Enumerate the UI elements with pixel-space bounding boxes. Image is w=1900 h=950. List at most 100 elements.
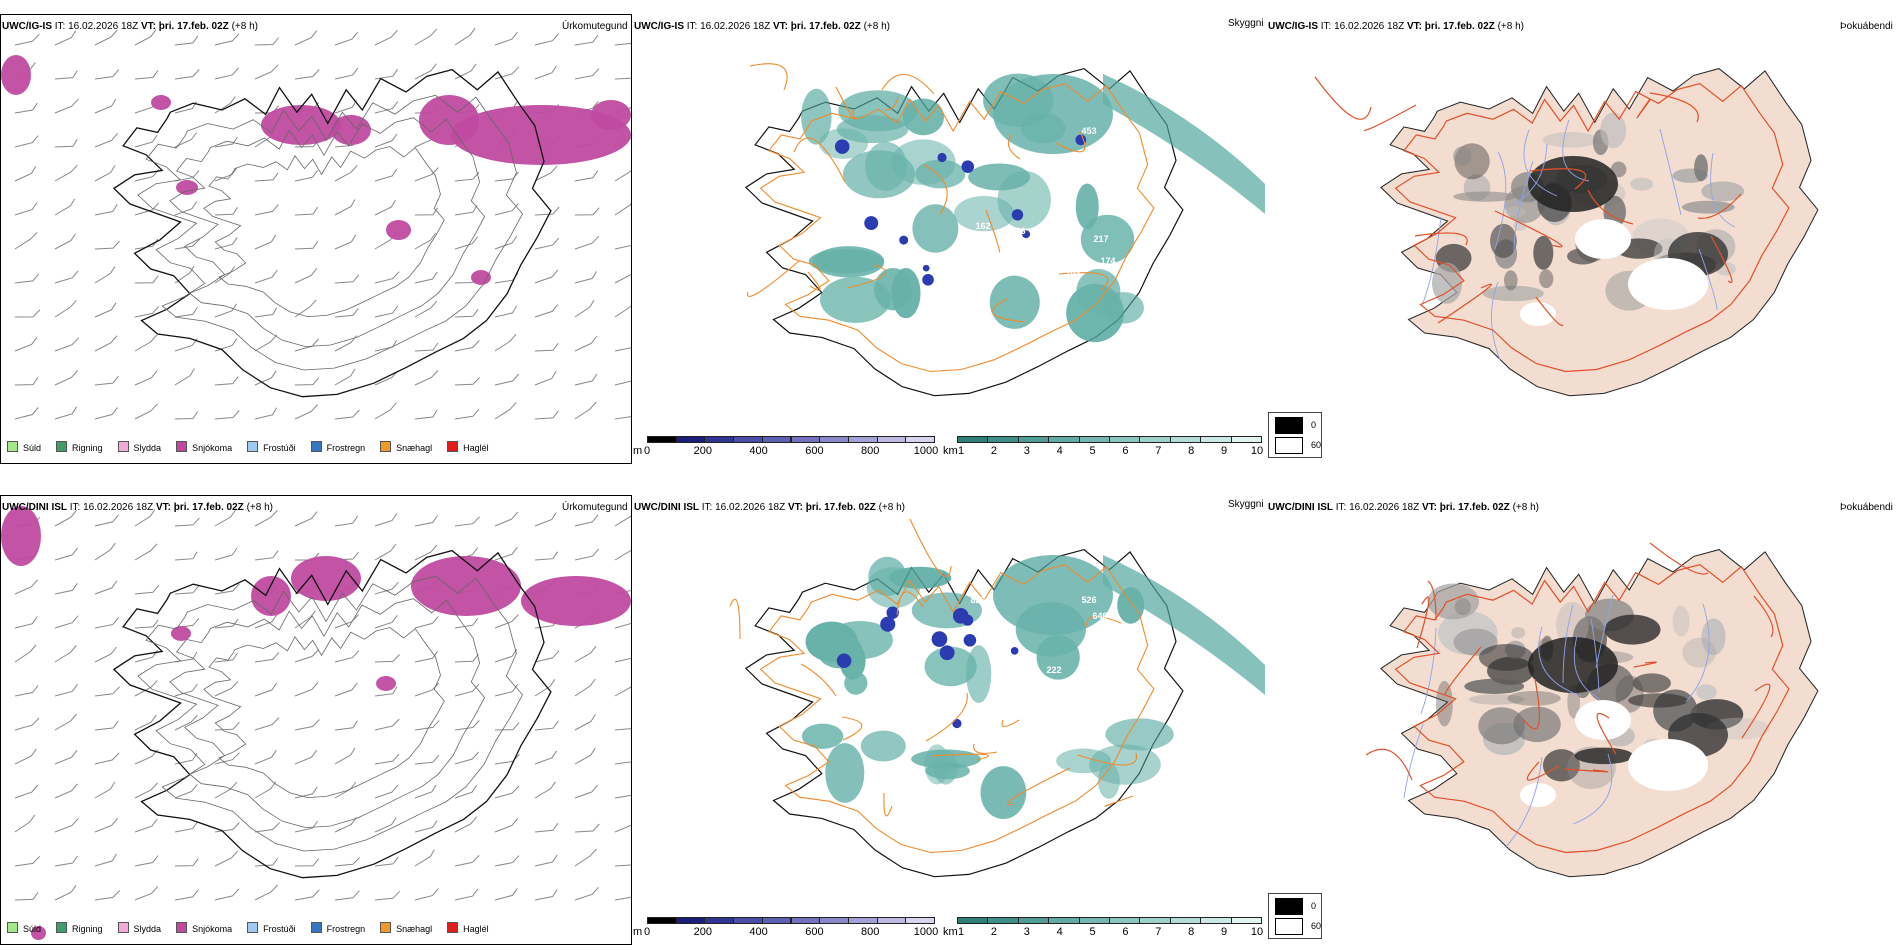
colorbar-segment: [819, 917, 849, 924]
precip-legend-item: Frostregn: [310, 441, 366, 453]
colorbar-segment: [647, 436, 677, 443]
legend-label: Súld: [23, 924, 42, 934]
colorbar-segment: [733, 917, 763, 924]
fog-legend-label: 60: [1311, 920, 1322, 931]
iceland-outline-bottom: [112, 549, 552, 879]
legend-swatch: [447, 441, 459, 452]
colorbar-segment: [847, 436, 878, 443]
low-ceiling-areas-bottom: [836, 606, 1019, 729]
colorbar-segment: [1200, 436, 1232, 443]
ceiling-labels-bottom: 526 640 728 222 231 205 104 826: [970, 595, 1111, 747]
colorbar-segment: [675, 917, 706, 924]
legend-label: Frostregn: [326, 924, 366, 934]
colorbar-segment: [987, 917, 1019, 924]
colorbar-tick: 4: [1056, 445, 1063, 457]
fog-legend-label: 0: [1311, 900, 1317, 911]
legend-label: Snjókoma: [192, 443, 233, 453]
precip-legend-item: Haglél: [447, 922, 489, 934]
colorbar-segment: [987, 436, 1019, 443]
visibility-colorbar-top: km 1 2 3 4 5 6 7 8 9 10: [943, 436, 1265, 462]
visibility-map-bottom: 526 640 728 222 231 205 104 826: [729, 518, 1265, 878]
fog-legend-item: 60: [1275, 918, 1321, 935]
fog-legend-item: 0: [1275, 417, 1316, 434]
panel-header-top: UWC/IG-IS IT: 16.02.2026 18Z VT: þri. 17…: [2, 21, 258, 32]
colorbar-segment: [905, 917, 935, 924]
colorbar-segment: [1078, 436, 1110, 443]
ceiling-label: 224: [1050, 204, 1065, 214]
ceiling-label: 174: [1100, 256, 1115, 266]
legend-label: Frostregn: [326, 443, 366, 453]
legend-label: Súld: [23, 443, 42, 453]
ceiling-label: 366: [1010, 226, 1025, 236]
precip-legend-item: Snjókoma: [176, 922, 232, 934]
colorbar-segment: [1169, 436, 1202, 443]
fog-index-areas-bottom: [1427, 583, 1770, 790]
colorbar-tick: 1: [957, 445, 965, 457]
colorbar-tick: 3: [1023, 926, 1030, 938]
colorbar-segment: [1017, 917, 1050, 924]
colorbar-tick: 4: [1056, 926, 1063, 938]
colorbar-segment: [1169, 917, 1202, 924]
colorbar-unit: m: [633, 445, 643, 457]
legend-swatch: [247, 441, 259, 452]
ceiling-labels-top: 453 299 208 224 366 217 174 162 103: [975, 126, 1115, 278]
colorbar-segment: [1109, 917, 1141, 924]
colorbar-segment: [675, 436, 706, 443]
fog-legend-top: 0 60: [1268, 412, 1322, 458]
legend-swatch: [176, 922, 188, 933]
legend-label: Slydda: [133, 443, 162, 453]
wind-barbs-top: [14, 27, 631, 420]
colorbar-tick: 2: [990, 445, 997, 457]
ceiling-label: 526: [1081, 595, 1096, 605]
precip-type-map-bottom: [1, 506, 631, 940]
fog-legend-item: 0: [1275, 898, 1316, 915]
iceland-outline-top: [112, 68, 552, 398]
colorbar-segment: [790, 917, 821, 924]
colorbar-segment: [876, 917, 907, 924]
precip-legend-item: Súld: [7, 922, 41, 934]
precip-legend-item: Rigning: [56, 922, 103, 934]
precip-legend-item: Súld: [7, 441, 41, 453]
colorbar-tick: 7: [1155, 926, 1162, 938]
legend-label: Snæhagl: [396, 443, 433, 453]
legend-label: Slydda: [133, 924, 162, 934]
ceiling-label: 453: [1081, 126, 1096, 136]
colorbar-tick: 200: [693, 445, 712, 457]
colorbar-segment: [1048, 436, 1080, 443]
legend-swatch: [310, 922, 322, 933]
terrain-contours-top: [137, 94, 523, 371]
colorbar-segment: [905, 436, 935, 443]
colorbar-segment: [790, 436, 821, 443]
legend-label: Snjókoma: [192, 924, 233, 934]
colorbar-segment: [1230, 917, 1262, 924]
colorbar-unit: km: [943, 926, 958, 938]
fog-panel-top: [1268, 14, 1900, 464]
legend-swatch: [247, 922, 259, 933]
legend-swatch: [117, 922, 129, 933]
legend-swatch: [7, 441, 18, 452]
panel-header-fog-top: UWC/IG-IS IT: 16.02.2026 18Z VT: þri. 17…: [1268, 21, 1524, 32]
legend-swatch: [176, 441, 188, 452]
legend-swatch: [380, 441, 392, 452]
ceiling-label: 104: [1088, 737, 1103, 747]
precip-legend-item: Slydda: [117, 441, 162, 453]
colorbar-segment: [957, 436, 989, 443]
terrain-contours-bottom: [137, 575, 523, 852]
legend-label: Frostúði: [263, 924, 296, 934]
precip-legend-item: Snjókoma: [176, 441, 232, 453]
colorbar-tick: 400: [749, 445, 768, 457]
legend-label: Haglél: [463, 924, 489, 934]
colorbar-unit: km: [943, 445, 958, 457]
colorbar-tick: 10: [1250, 445, 1264, 457]
colorbar-tick: 200: [693, 926, 712, 938]
colorbar-tick: 9: [1221, 926, 1228, 938]
precip-legend-item: Haglél: [447, 441, 489, 453]
precip-type-map-top: [1, 27, 631, 420]
ceiling-label: 208: [1058, 186, 1073, 196]
colorbar-segment: [1078, 917, 1110, 924]
low-ceiling-areas-top: [834, 134, 1087, 286]
colorbar-segment: [847, 917, 878, 924]
precip-legend-item: Frostregn: [310, 922, 366, 934]
colorbar-segment: [957, 917, 989, 924]
fog-legend-swatch: [1275, 898, 1303, 915]
